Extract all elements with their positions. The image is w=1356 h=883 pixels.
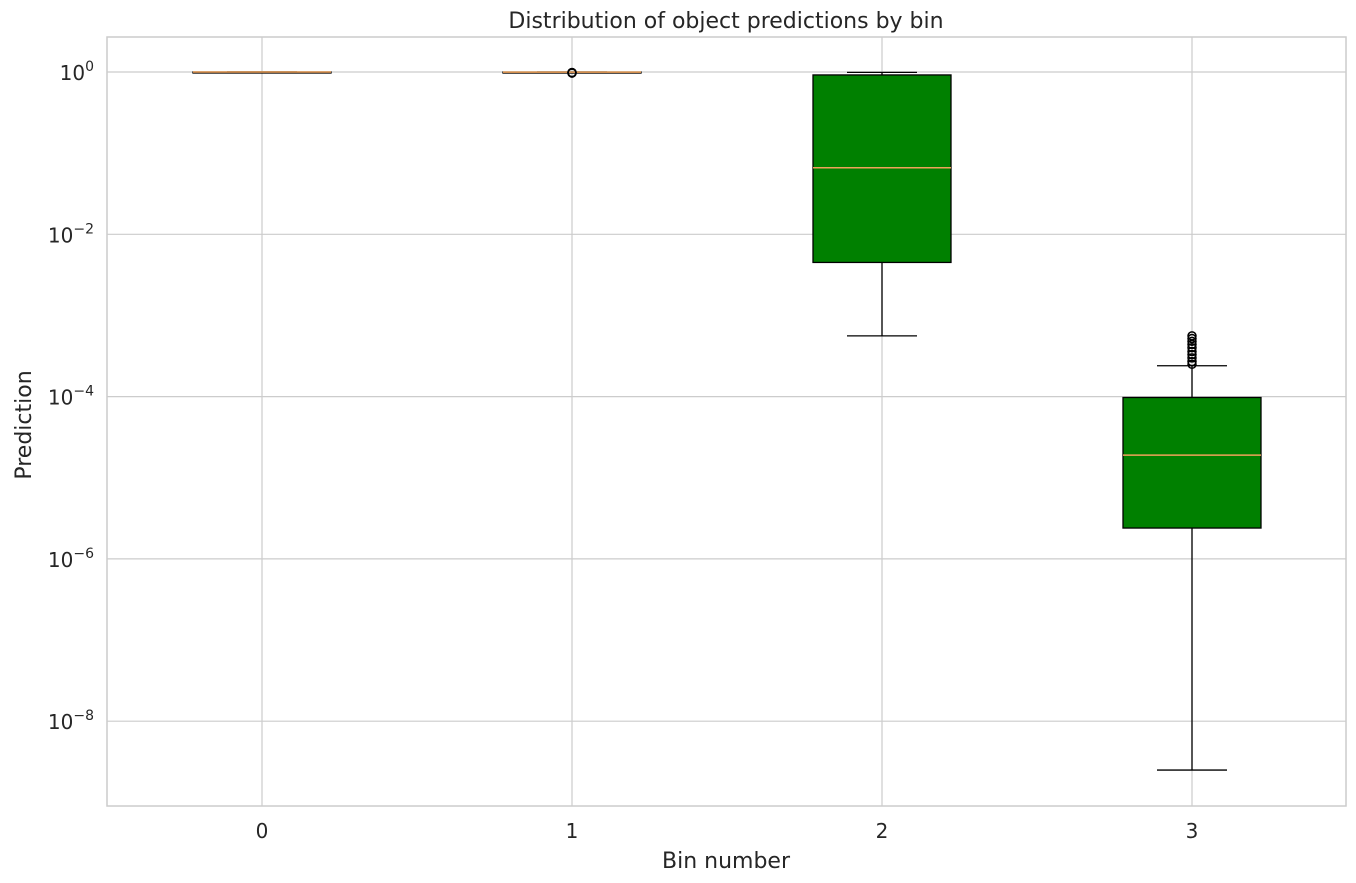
outlier-point	[1187, 346, 1197, 357]
y-tick-label: 10−6	[48, 546, 94, 572]
outlier-point	[1187, 336, 1197, 347]
x-tick-label: 0	[256, 819, 269, 843]
chart-title: Distribution of object predictions by bi…	[508, 9, 943, 34]
y-tick-base: 10	[48, 710, 73, 734]
iqr-box	[812, 74, 952, 264]
x-tick-label: 1	[566, 819, 579, 843]
y-tick-label: 100	[60, 59, 94, 85]
y-tick-label: 10−4	[48, 384, 94, 410]
x-tick-label: 3	[1186, 819, 1199, 843]
box-group-3	[1122, 331, 1262, 771]
outlier-point	[567, 67, 577, 78]
outlier-point	[1187, 356, 1197, 367]
plot-frame	[106, 36, 1347, 807]
y-axis-label: Prediction	[12, 370, 37, 479]
outlier-point	[1187, 353, 1197, 363]
box-group-1	[502, 67, 642, 78]
outlier-point	[1187, 342, 1197, 353]
y-tick-base: 10	[48, 386, 73, 410]
y-tick-base: 10	[48, 223, 73, 247]
outlier-point	[1187, 333, 1197, 344]
y-tick-exponent: −8	[73, 708, 94, 724]
y-tick-base: 10	[60, 61, 85, 85]
outlier-point	[1187, 349, 1197, 360]
box-group-2	[812, 71, 952, 337]
y-tick-base: 10	[48, 548, 73, 572]
y-tick-label: 10−2	[48, 221, 94, 247]
y-tick-exponent: −2	[73, 221, 94, 237]
box-group-0	[192, 71, 332, 74]
x-axis-label: Bin number	[662, 849, 791, 874]
x-tick-label: 2	[876, 819, 889, 843]
y-tick-exponent: 0	[85, 59, 94, 75]
outlier-point	[1187, 331, 1197, 341]
iqr-box	[1122, 396, 1262, 529]
y-tick-exponent: −4	[73, 384, 94, 400]
y-tick-label: 10−8	[48, 708, 94, 734]
y-tick-exponent: −6	[73, 546, 94, 562]
outlier-point	[1187, 359, 1197, 370]
